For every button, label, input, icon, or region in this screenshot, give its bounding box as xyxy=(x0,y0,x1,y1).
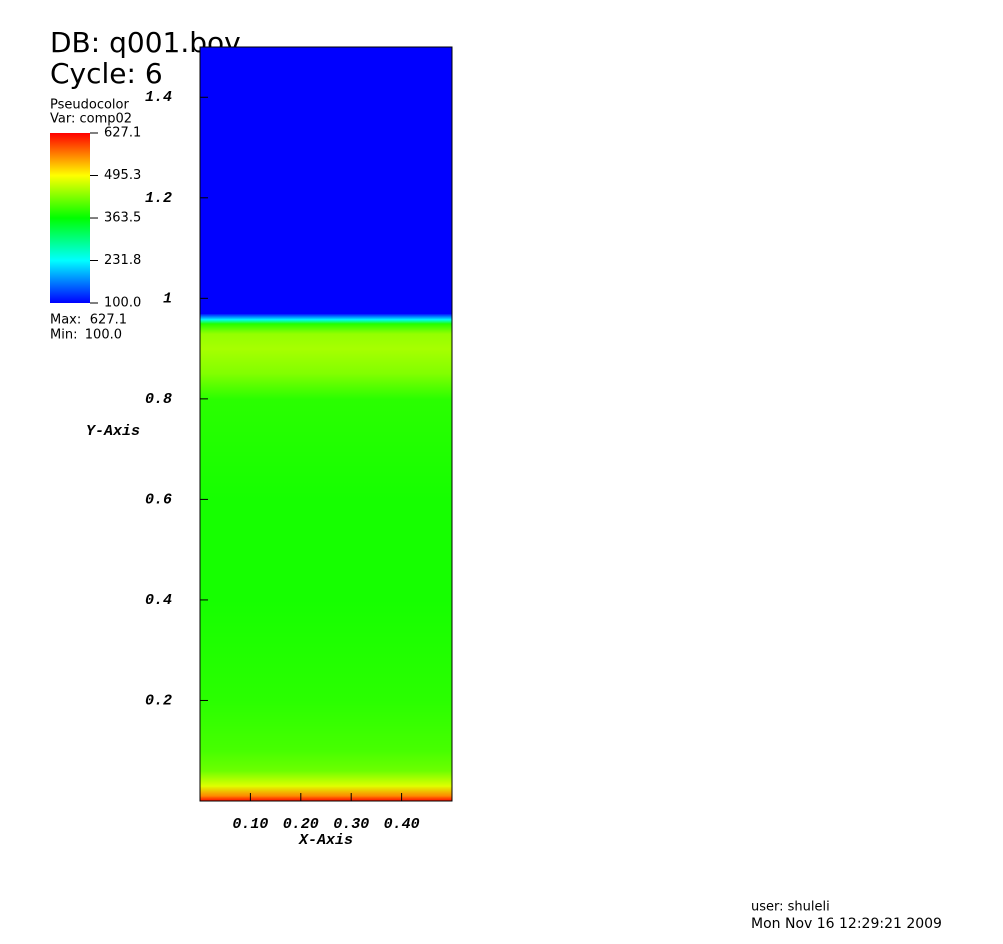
colorbar xyxy=(50,133,90,303)
field-band xyxy=(200,795,452,802)
y-axis-label: Y-Axis xyxy=(86,423,140,440)
y-tick-label: 0.8 xyxy=(145,391,172,408)
field-band xyxy=(200,499,452,601)
field-band xyxy=(200,398,452,500)
field-band xyxy=(200,47,452,299)
y-tick-label: 1.4 xyxy=(145,89,172,106)
colorbar-tick-label: 231.8 xyxy=(104,253,141,268)
legend-var: Var: comp02 xyxy=(50,112,132,127)
x-tick-label: 0.40 xyxy=(384,816,420,833)
plot-frame xyxy=(199,46,453,802)
x-tick-label: 0.30 xyxy=(333,816,369,833)
field-band xyxy=(200,333,452,350)
legend-min: 100.0 xyxy=(85,328,122,343)
field-band xyxy=(200,298,452,314)
x-tick-label: 0.10 xyxy=(232,816,268,833)
legend-max-prefix: Max: xyxy=(50,313,81,328)
x-axis-label: X-Axis xyxy=(298,832,353,849)
y-tick-label: 0.2 xyxy=(145,692,172,709)
field-band xyxy=(200,785,452,797)
field-band xyxy=(200,770,452,787)
field-band xyxy=(200,599,452,701)
field-band xyxy=(200,319,452,324)
legend-plot: Pseudocolor xyxy=(50,98,129,113)
field-band xyxy=(200,750,452,772)
field-band xyxy=(200,323,452,335)
colorbar-tick-label: 627.1 xyxy=(104,126,141,141)
cycle-title: Cycle: 6 xyxy=(50,57,163,90)
y-tick-label: 0.4 xyxy=(145,592,172,609)
date: Mon Nov 16 12:29:21 2009 xyxy=(751,916,942,932)
field-band xyxy=(200,313,452,320)
x-tick-label: 0.20 xyxy=(283,816,319,833)
legend-min-prefix: Min: xyxy=(50,328,77,343)
user: user: shuleli xyxy=(751,900,830,915)
colorbar-tick-label: 495.3 xyxy=(104,168,141,183)
legend-max: 627.1 xyxy=(90,313,127,328)
y-tick-label: 1.2 xyxy=(145,190,172,207)
y-tick-label: 1 xyxy=(163,290,172,307)
colorbar-tick-label: 363.5 xyxy=(104,211,141,226)
colorbar-tick-label: 100.0 xyxy=(104,296,141,311)
y-tick-label: 0.6 xyxy=(145,491,172,508)
field-band xyxy=(200,373,452,400)
field-band xyxy=(200,348,452,375)
field-band xyxy=(200,700,452,752)
